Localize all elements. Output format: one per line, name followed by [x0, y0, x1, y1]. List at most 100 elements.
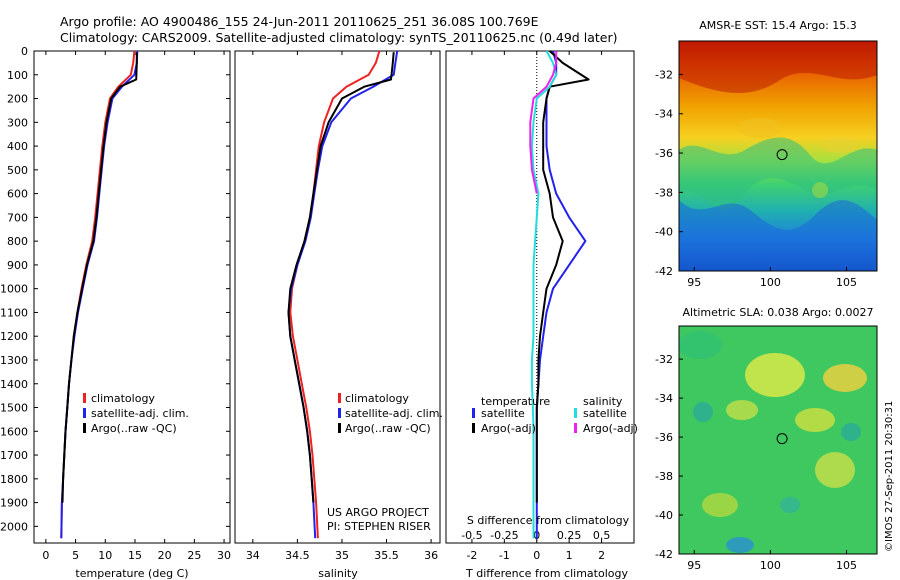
lat-tick-label: -34: [655, 392, 673, 405]
legend-swatch-argo: [338, 423, 341, 433]
lat-tick-label: -34: [655, 108, 673, 121]
salinity-legend: climatology satellite-adj. clim. Argo(..…: [338, 392, 443, 435]
salinity-tick-labels: 34 34.5 35 35.5 36: [246, 51, 438, 562]
legend-swatch-argo: [83, 423, 86, 433]
legend-label-t-satellite: satellite: [481, 407, 525, 420]
project-annotation: US ARGO PROJECT: [327, 506, 429, 519]
legend-label-climatology: climatology: [345, 392, 409, 405]
lon-tick-label: 105: [836, 276, 857, 289]
depth-tick-label: 1300: [0, 354, 28, 367]
lat-tick-label: -42: [655, 265, 673, 278]
sst-map-title: AMSR-E SST: 15.4 Argo: 15.3: [699, 19, 857, 32]
depth-tick-label: 1700: [0, 449, 28, 462]
lat-tick-label: -38: [655, 470, 673, 483]
lon-tick-label: 100: [760, 276, 781, 289]
lat-tick-label: -32: [655, 353, 673, 366]
x-tick-label: 35.5: [374, 549, 399, 562]
legend-swatch-s-satellite: [574, 408, 577, 418]
legend-swatch-satellite: [83, 408, 86, 418]
x-tick-label: 0: [533, 549, 540, 562]
depth-tick-label: 1900: [0, 497, 28, 510]
legend-swatch-climatology: [338, 393, 341, 403]
depth-tick-label: 600: [7, 188, 28, 201]
depth-tick-label: 1000: [0, 283, 28, 296]
legend-swatch-s-argo: [574, 423, 577, 433]
sla-lat-tick-labels: -32 -34 -36 -38 -40 -42: [655, 353, 683, 561]
x-tick-label: 5: [72, 549, 79, 562]
s-difference-tick-label: -0.25: [490, 529, 518, 542]
legend-label-s-satellite: satellite: [583, 407, 627, 420]
depth-tick-label: 2000: [0, 520, 28, 533]
s-difference-tick-label: 0.5: [593, 529, 611, 542]
series-line-argo-raw-qc-: [61, 52, 138, 503]
sst-map-panel: AMSR-E SST: 15.4 Argo: 15.3 -32 -34 -36 -38…: [655, 19, 878, 289]
argo-location-marker: [776, 433, 788, 445]
lat-tick-label: -36: [655, 431, 673, 444]
series-line-salinity-argo-adj-: [529, 51, 558, 194]
temperature-panel: 0100200300400500600700800900100011001200…: [0, 45, 634, 580]
depth-tick-label: 200: [7, 93, 28, 106]
x-tick-label: 0: [42, 549, 49, 562]
lon-tick-label: 95: [687, 276, 701, 289]
difference-series: [529, 50, 590, 539]
depth-tick-label: 1500: [0, 402, 28, 415]
temperature-tick-labels: 0 5 10 15 20 25 30: [42, 51, 231, 562]
difference-legend: temperature satellite Argo(-adj) salinit…: [472, 395, 638, 435]
salinity-series: [287, 50, 399, 539]
legend-swatch-satellite: [338, 408, 341, 418]
depth-tick-label: 100: [7, 69, 28, 82]
depth-tick-label: 300: [7, 116, 28, 129]
depth-tick-label: 400: [7, 140, 28, 153]
sst-map-frame: [678, 40, 878, 272]
series-line-temperature-argo-adj-: [535, 50, 590, 503]
x-tick-label: 1: [566, 549, 573, 562]
depth-tick-label: 1800: [0, 473, 28, 486]
depth-tick-label: 500: [7, 164, 28, 177]
temperature-series: [60, 50, 139, 539]
difference-axes-frame: [445, 50, 635, 544]
legend-swatch-t-argo: [472, 423, 475, 433]
depth-tick-label: 1600: [0, 425, 28, 438]
x-tick-label: 35: [335, 549, 349, 562]
argo-location-marker: [776, 149, 788, 161]
pi-annotation: PI: STEPHEN RISER: [327, 520, 431, 533]
depth-tick-label: 800: [7, 235, 28, 248]
lon-tick-label: 100: [760, 559, 781, 572]
s-difference-tick-label: 0.25: [557, 529, 582, 542]
legend-label-s-argo: Argo(-adj): [583, 422, 638, 435]
x-tick-label: 20: [158, 549, 172, 562]
depth-tick-label: 900: [7, 259, 28, 272]
temperature-axes-frame: [33, 50, 231, 544]
sst-lon-tick-labels: 95 100 105: [687, 267, 857, 289]
x-tick-label: 15: [128, 549, 142, 562]
lat-tick-label: -42: [655, 548, 673, 561]
header-line-1: Argo profile: AO 4900486_155 24-Jun-2011…: [60, 14, 539, 29]
sla-map-panel: Altimetric SLA: 0.038 Argo: 0.0027 -32 -3…: [655, 306, 878, 572]
series-line-argo-raw-qc-: [287, 52, 395, 503]
salinity-axes-frame: [234, 50, 441, 544]
difference-panel: -2 -1 0 1 2 -0.5 -0.25 0 0.25 0.5 S difference f…: [445, 50, 638, 580]
sla-map-title: Altimetric SLA: 0.038 Argo: 0.0027: [682, 306, 873, 319]
lat-tick-label: -36: [655, 147, 673, 160]
lat-tick-label: -32: [655, 68, 673, 81]
legend-label-t-argo: Argo(-adj): [481, 422, 536, 435]
legend-title-salinity: salinity: [583, 395, 623, 408]
header-line-2: Climatology: CARS2009. Satellite-adjuste…: [60, 30, 617, 45]
legend-label-argo: Argo(..raw -QC): [345, 422, 431, 435]
depth-tick-label: 700: [7, 211, 28, 224]
depth-tick-label: 0: [21, 45, 28, 58]
x-tick-label: -2: [466, 549, 477, 562]
temperature-xlabel: temperature (deg C): [75, 567, 188, 580]
s-difference-tick-label: -0.5: [461, 529, 482, 542]
lat-tick-label: -38: [655, 186, 673, 199]
sst-lat-tick-labels: -32 -34 -36 -38 -40 -42: [655, 68, 683, 278]
depth-tick-label: 1100: [0, 306, 28, 319]
legend-label-satellite: satellite-adj. clim.: [345, 407, 443, 420]
sla-map-image: [679, 326, 877, 554]
lon-tick-label: 105: [836, 559, 857, 572]
x-tick-label: 30: [217, 549, 231, 562]
salinity-panel: 34 34.5 35 35.5 36 salinity climatology sate…: [234, 50, 443, 580]
imos-credit: ©IMOS 27-Sep-2011 20:30:31: [884, 401, 895, 552]
x-tick-label: 10: [98, 549, 112, 562]
t-difference-tick-labels: -2 -1 0 1 2: [466, 51, 605, 562]
